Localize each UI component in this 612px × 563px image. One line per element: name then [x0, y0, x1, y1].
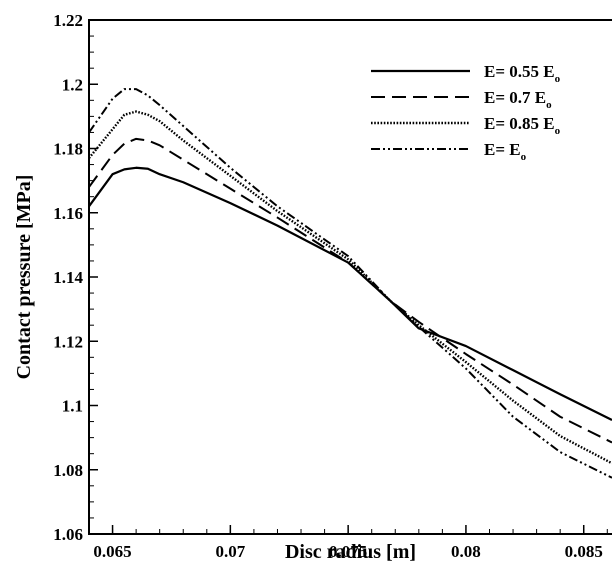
legend-label-subscript: o	[555, 125, 561, 137]
x-axis-title: Disc radius [m]	[285, 541, 416, 563]
legend-label-text: E= 0.7 E	[484, 88, 546, 107]
legend-label-text: E= 0.55 E	[484, 62, 555, 81]
plot-frame	[88, 19, 612, 535]
y-tick-label: 1.1	[62, 397, 83, 416]
series-line-2	[88, 137, 612, 444]
legend-label-3: E= 0.85 Eo	[484, 114, 561, 137]
y-tick-label: 1.06	[53, 525, 83, 544]
y-tick-label: 1.22	[53, 11, 83, 30]
y-tick-label: 1.12	[53, 332, 83, 351]
x-tick-label: 0.075	[329, 542, 367, 561]
x-tick-label: 0.065	[93, 542, 131, 561]
x-tick-label: 0.08	[451, 542, 481, 561]
legend-label-text: E= 0.85 E	[484, 114, 555, 133]
series-line-1	[88, 166, 612, 421]
legend-label-2: E= 0.7 Eo	[484, 88, 552, 111]
series-line-4	[88, 88, 612, 479]
legend-label-1: E= 0.55 Eo	[484, 62, 561, 85]
legend-label-subscript: o	[555, 73, 561, 85]
x-tick-label: 0.085	[565, 542, 603, 561]
legend-label-text: E= E	[484, 140, 521, 159]
legend-label-subscript: o	[546, 99, 552, 111]
y-axis-title: Contact pressure [MPa]	[13, 175, 35, 380]
legend-label-subscript: o	[521, 151, 527, 163]
series-lines	[88, 88, 612, 479]
y-tick-label: 1.08	[53, 461, 83, 480]
y-tick-label: 1.16	[53, 204, 83, 223]
x-tick-label: 0.07	[215, 542, 245, 561]
ticks-layer: 1.06 1.08 1.1 1.12 1.14 1.16 1.18 1.2 1.22 0.065 0…	[53, 11, 608, 561]
y-tick-label: 1.14	[53, 268, 83, 287]
legend-label-4: E= Eo	[484, 140, 527, 163]
legend: E= 0.55 EoE= 0.7 EoE= 0.85 EoE= Eo	[371, 62, 561, 163]
y-tick-label: 1.18	[53, 140, 83, 159]
y-tick-label: 1.2	[62, 75, 83, 94]
series-line-3	[88, 110, 612, 465]
